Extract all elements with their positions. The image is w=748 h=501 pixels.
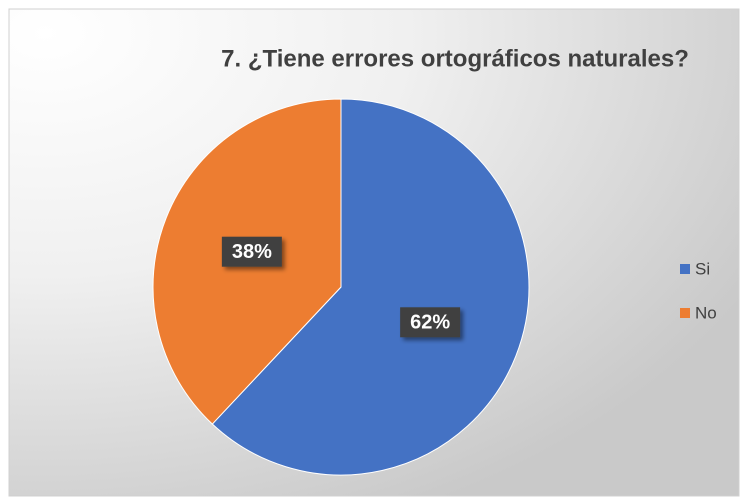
chart-title: 7. ¿Tiene errores ortográficos naturales… [221,45,689,72]
legend-label: No [695,303,717,322]
data-label: 38% [232,241,272,263]
legend-swatch [680,264,690,274]
legend-swatch [680,308,690,318]
data-label: 62% [410,312,450,334]
legend-label: Si [695,259,710,278]
data-label-box [221,236,282,267]
data-label-box [400,307,461,338]
pie-slice [211,98,530,476]
